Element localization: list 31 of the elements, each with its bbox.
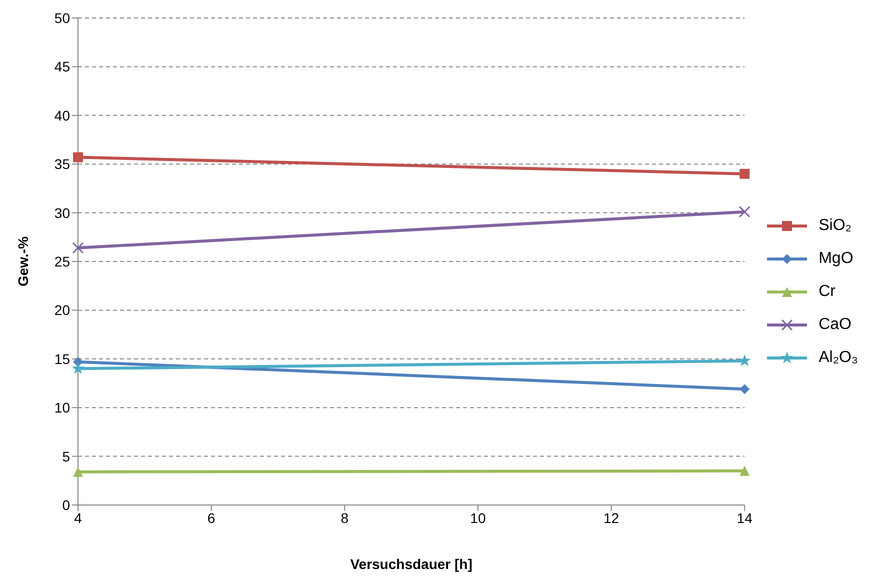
y-tick-label: 35 [54, 156, 70, 172]
x-tick-label: 14 [736, 510, 753, 526]
x-tick-label: 10 [470, 510, 486, 526]
point [738, 206, 750, 218]
legend-label: SiO₂ [818, 216, 852, 234]
y-tick-label: 30 [54, 204, 70, 221]
x-axis-title: Versuchsdauer [h] [350, 556, 472, 572]
point [740, 168, 750, 179]
legend-label: Cr [818, 282, 836, 300]
y-axis-title: Gew.-% [14, 236, 31, 287]
y-tick-label: 50 [54, 10, 70, 26]
y-tick-label: 40 [54, 107, 70, 124]
x-tick-label: 4 [74, 510, 82, 526]
y-tick-label: 5 [62, 448, 70, 464]
point [738, 354, 751, 366]
x-tick-label: 12 [603, 510, 620, 526]
y-tick-label: 25 [54, 253, 70, 270]
point [72, 362, 84, 374]
y-tick-label: 45 [54, 58, 70, 75]
point [73, 152, 83, 162]
y-tick-label: 10 [54, 400, 70, 416]
x-tick-label: 6 [207, 510, 216, 526]
y-tick-label: 15 [54, 350, 70, 367]
y-tick-label: 0 [62, 496, 70, 513]
legend-label: MgO [818, 250, 854, 268]
legend-label: Al₂O₃ [818, 348, 858, 366]
legend-label: CaO [818, 316, 852, 334]
point [740, 384, 750, 394]
x-tick-label: 8 [340, 510, 349, 526]
y-tick-label: 20 [54, 302, 70, 318]
point [72, 242, 84, 254]
